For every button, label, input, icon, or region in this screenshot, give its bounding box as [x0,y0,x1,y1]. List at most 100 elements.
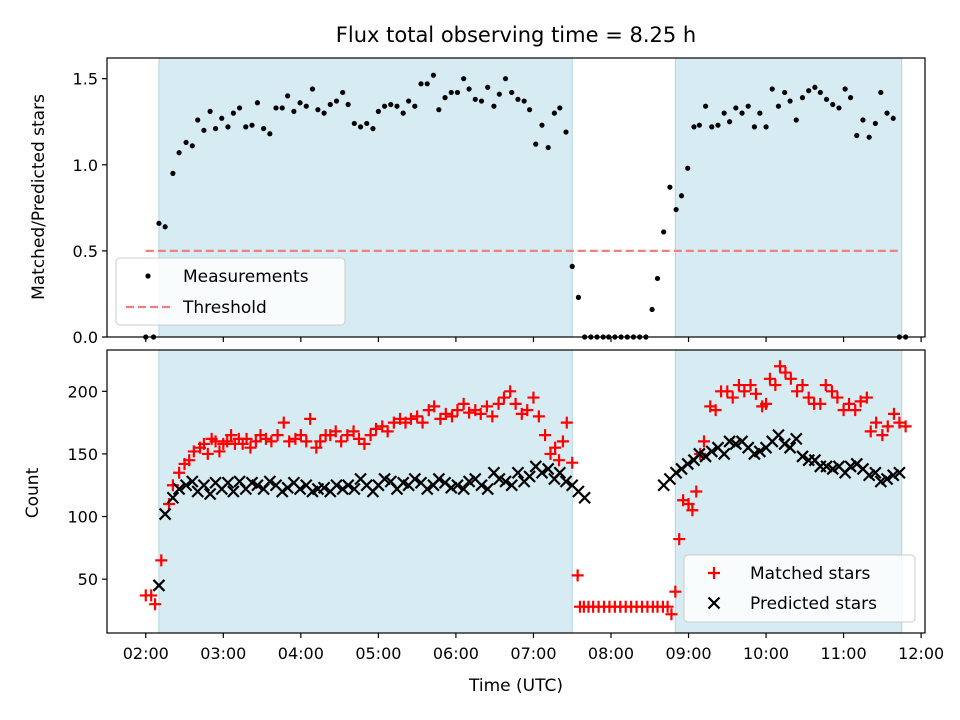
measurement-point [418,81,424,87]
matched-star-point [497,391,510,404]
measurement-point [878,89,884,96]
measurement-point [400,110,406,116]
measurement-point [309,86,316,92]
predicted-star-point [317,481,331,495]
measurement-point [745,103,751,109]
matched-star-point [881,420,894,433]
predicted-star-point [251,478,264,492]
measurement-point [806,88,812,94]
top-panel: 0.0 0.5 1.0 1.5 Matched/Predicted stars Mea… [29,57,926,347]
matched-star-point [553,454,566,467]
matched-star-point [843,397,856,410]
measurement-point [285,93,291,99]
matched-star-point [244,441,257,454]
measurement-point [502,76,509,82]
measurement-point [351,120,357,127]
measurement-point [739,110,745,116]
measurement-point [721,110,727,116]
predicted-star-point [348,482,361,496]
bottom-panel: 02:00 03:00 04:00 05:00 06:00 07:00 08:00 09:00… [23,350,944,663]
matched-star-point [831,391,844,404]
predicted-star-point [341,478,355,492]
top-frame [106,57,926,338]
matched-star-point [283,435,296,448]
matched-star-point [259,432,272,445]
matched-star-point [221,435,234,448]
measurement-point [569,263,575,269]
matched-star-point [744,379,757,392]
measurement-point [273,105,279,111]
predicted-star-point [221,476,235,490]
measurement-point [491,103,497,109]
matched-star-point [774,360,787,373]
measurement-point [236,105,243,111]
matched-star-point [294,429,307,442]
matched-star-point [486,410,499,423]
predicted-star-point [790,432,803,446]
measurement-point [872,120,878,127]
measurement-point [466,86,472,92]
measurement-point [751,124,758,130]
matched-star-point [556,435,569,448]
matched-star-point [480,400,493,413]
matched-star-point [173,466,186,479]
matched-star-point [277,416,290,429]
matched-star-point [504,385,517,398]
predicted-star-point [330,478,343,492]
legend-threshold-label: Threshold [182,298,267,318]
measurement-point [183,139,189,145]
matched-star-point [887,407,900,420]
matched-star-point [849,404,862,417]
predicted-star-point [186,475,199,488]
bottom-star-points [140,360,912,621]
measurement-point [890,115,896,121]
measurement-point [733,105,739,111]
measurement-point [291,108,297,114]
matched-star-point [682,498,695,511]
bottom-frame [106,349,926,634]
matched-star-point [265,435,278,448]
top-y-tick-label: 1.0 [73,156,98,175]
predicted-star-point [203,487,217,501]
measurement-point [557,105,563,111]
matched-star-point [837,404,850,417]
predicted-star-point [505,478,519,492]
chart-title: Flux total observing time = 8.25 h [336,23,696,47]
predicted-star-point [336,482,349,496]
measurement-point [225,124,231,130]
matched-star-point [404,412,417,425]
measurement-point [375,108,381,114]
matched-star-point [732,379,745,392]
predicted-star-point [227,485,240,498]
predicted-star-point [511,466,525,479]
matched-star-point [709,404,722,417]
measurement-point [685,165,691,171]
matched-star-point [763,372,776,385]
predicted-star-point [705,445,719,458]
predicted-star-point [152,579,166,592]
measurement-point [261,126,267,132]
measurement-point [381,103,388,109]
legend-measurements-label: Measurements [183,267,309,287]
matched-star-point [163,498,176,511]
matched-star-point [314,435,327,448]
measurement-point [782,89,788,96]
matched-star-point [814,397,827,410]
matched-star-point [738,385,751,398]
matched-star-point [539,429,552,442]
predicted-star-point [717,447,731,461]
matched-star-point [213,445,226,458]
predicted-star-point [481,482,494,496]
measurement-point [243,124,249,130]
measurement-point [678,193,685,199]
measurement-point [321,110,327,116]
matched-star-point [802,391,815,404]
matched-star-point [726,391,739,404]
measurement-point [207,108,213,114]
measurement-point [854,132,860,139]
predicted-star-point [499,475,512,488]
x-tick-label: 11:00 [821,644,867,663]
measurement-point [406,98,412,104]
matched-star-point [416,416,429,429]
legend-measurement-marker [145,273,151,279]
